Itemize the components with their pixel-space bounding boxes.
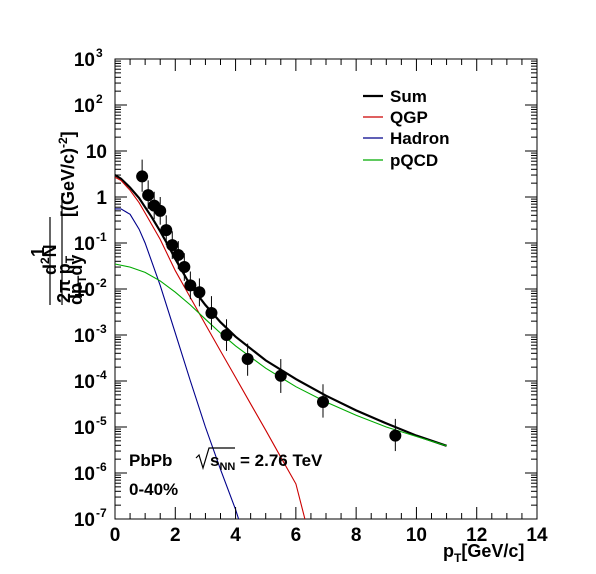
data-point [160, 224, 173, 237]
data-point [172, 248, 185, 261]
data-point [142, 189, 155, 202]
curve-qgp [115, 176, 306, 519]
legend-label-hadron: Hadron [390, 129, 450, 148]
y-tick-exponent: -5 [96, 414, 107, 428]
y-tick-label: 10 [74, 510, 95, 531]
y-tick-exponent: -1 [96, 230, 107, 244]
data-point [389, 429, 402, 442]
x-tick-label: 8 [351, 525, 362, 546]
annotation-centrality: 0-40% [129, 480, 178, 499]
y-title-denominator: 2π pT [54, 255, 77, 303]
y-title-frac-den: dpTdy [66, 255, 89, 305]
data-points [136, 159, 402, 452]
y-tick-exponent: -4 [96, 368, 107, 382]
y-tick-label: 10 [74, 326, 95, 347]
y-tick-exponent: 2 [96, 92, 103, 106]
data-point [178, 261, 191, 274]
y-tick-label: 10 [86, 142, 107, 163]
x-tick-label: 14 [526, 525, 548, 546]
y-tick-label: 10 [74, 234, 95, 255]
y-title-one: 1 [28, 247, 48, 257]
x-tick-label: 12 [466, 525, 487, 546]
data-point [205, 307, 218, 320]
data-point [316, 395, 329, 408]
y-tick-label: 10 [74, 464, 95, 485]
y-tick-label: 10 [74, 96, 95, 117]
y-tick-exponent: -7 [96, 506, 107, 520]
annotation-energy: = 2.76 TeV [240, 451, 323, 470]
y-tick-label: 10 [74, 372, 95, 393]
data-point [193, 286, 206, 299]
curve-hadron [115, 208, 240, 519]
legend-label-sum: Sum [390, 87, 427, 106]
y-tick-label: 1 [96, 188, 107, 209]
y-tick-label: 10 [74, 418, 95, 439]
x-axis-ticks: 0 2 4 6 8 10 12 14 [110, 59, 548, 546]
y-tick-label: 10 [74, 50, 95, 71]
x-tick-label: 4 [230, 525, 241, 546]
y-axis-title: 1 2π pT d2N dpTdy [(GeV/c)-2] [28, 131, 89, 305]
data-point [166, 239, 179, 252]
x-axis-title: pT[GeV/c] [443, 541, 524, 565]
legend: Sum QGP Hadron pQCD [363, 87, 450, 170]
legend-label-pqcd: pQCD [390, 151, 438, 170]
data-point [184, 279, 197, 292]
y-title-frac-num: d2N [38, 244, 60, 275]
y-tick-label: 10 [74, 280, 95, 301]
y-tick-exponent: -3 [96, 322, 107, 336]
y-tick-exponent: -6 [96, 460, 107, 474]
annotation-sqrt-s: sNN [210, 451, 235, 473]
legend-label-qgp: QGP [390, 108, 428, 127]
annotation-system: PbPb [129, 451, 172, 470]
annotation: PbPb sNN = 2.76 TeV 0-40% [129, 447, 323, 499]
sqrt-icon [195, 447, 235, 471]
data-point [274, 369, 287, 382]
data-point [220, 329, 233, 341]
x-tick-label: 10 [406, 525, 427, 546]
x-tick-label: 2 [170, 525, 181, 546]
data-point [241, 353, 254, 366]
data-point [154, 204, 167, 217]
data-point [136, 170, 149, 183]
y-title-unit: [(GeV/c)-2] [56, 131, 78, 217]
y-tick-exponent: 3 [96, 46, 103, 60]
x-tick-label: 0 [110, 525, 121, 546]
x-tick-label: 6 [291, 525, 302, 546]
y-tick-exponent: -2 [96, 276, 107, 290]
